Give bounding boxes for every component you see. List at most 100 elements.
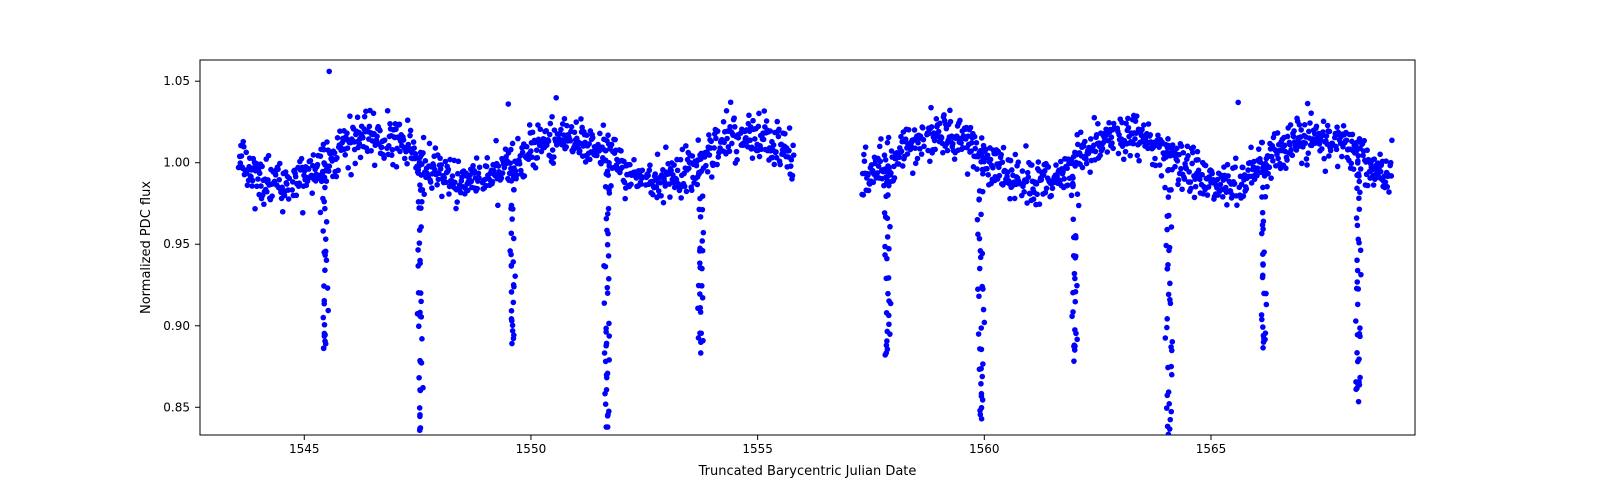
data-point — [1168, 301, 1174, 307]
data-point — [372, 162, 378, 168]
data-point — [597, 131, 603, 137]
data-point — [1134, 113, 1140, 119]
data-point — [446, 167, 452, 173]
data-point — [1306, 129, 1312, 135]
data-point — [981, 143, 987, 149]
data-point — [1304, 156, 1310, 162]
data-point — [782, 131, 788, 137]
data-point — [321, 160, 327, 166]
data-point — [721, 119, 727, 125]
data-point — [321, 298, 327, 304]
data-point — [921, 144, 927, 150]
data-point — [563, 144, 569, 150]
data-point — [1013, 152, 1019, 158]
data-point — [1259, 140, 1265, 146]
data-point — [883, 276, 889, 282]
data-point — [1354, 279, 1360, 285]
data-point — [883, 214, 889, 220]
data-point — [289, 187, 295, 193]
data-point — [941, 112, 947, 118]
data-point — [1389, 173, 1395, 179]
data-point — [322, 332, 328, 338]
data-point — [979, 374, 985, 380]
data-point — [577, 148, 583, 154]
data-point — [604, 216, 610, 222]
data-point — [701, 230, 707, 236]
data-point — [883, 157, 889, 163]
data-point — [300, 210, 306, 216]
data-point — [1262, 337, 1268, 343]
data-point — [484, 164, 490, 170]
data-point — [280, 209, 286, 215]
data-point — [604, 372, 610, 378]
data-point — [1166, 432, 1172, 438]
data-point — [407, 133, 413, 139]
data-point — [368, 148, 374, 154]
data-point — [1262, 172, 1268, 178]
data-point — [622, 196, 628, 202]
data-point — [324, 139, 330, 145]
data-point — [863, 144, 869, 150]
data-point — [979, 391, 985, 397]
data-point — [1263, 330, 1269, 336]
data-point — [1305, 150, 1311, 156]
data-point — [985, 172, 991, 178]
data-point — [1192, 195, 1198, 201]
data-point — [732, 124, 738, 130]
data-point — [509, 341, 515, 347]
data-point — [1191, 145, 1197, 151]
data-point — [404, 161, 410, 167]
data-point — [1037, 201, 1043, 207]
data-point — [1298, 127, 1304, 133]
data-point — [981, 307, 987, 313]
data-point — [1116, 151, 1122, 157]
data-point — [240, 139, 246, 145]
data-point — [756, 124, 762, 130]
data-point — [1209, 171, 1215, 177]
data-point — [982, 320, 988, 326]
data-point — [1344, 137, 1350, 143]
data-point — [1299, 161, 1305, 167]
data-point — [975, 217, 981, 223]
data-point — [546, 138, 552, 144]
data-point — [937, 121, 943, 127]
data-point — [862, 158, 868, 164]
data-point — [362, 114, 368, 120]
data-point — [1321, 156, 1327, 162]
data-point — [912, 145, 918, 151]
data-point — [495, 203, 501, 209]
data-point — [1136, 158, 1142, 164]
data-point — [1248, 145, 1254, 151]
data-point — [417, 227, 423, 233]
data-point — [1302, 140, 1308, 146]
data-point — [511, 300, 517, 306]
data-point — [729, 141, 735, 147]
data-point — [612, 137, 618, 143]
data-point — [1029, 162, 1035, 168]
data-point — [569, 124, 575, 130]
data-point — [776, 134, 782, 140]
data-point — [1234, 202, 1240, 208]
data-point — [415, 311, 421, 317]
data-point — [417, 426, 423, 432]
data-point — [1000, 159, 1006, 165]
data-point — [638, 181, 644, 187]
y-axis-label: Normalized PDC flux — [139, 181, 154, 314]
data-point — [1104, 149, 1110, 155]
data-point — [1384, 184, 1390, 190]
data-point — [1327, 129, 1333, 135]
data-point — [474, 155, 480, 161]
data-point — [706, 132, 712, 138]
data-point — [558, 127, 564, 133]
data-point — [454, 199, 460, 205]
data-point — [910, 170, 916, 176]
data-point — [886, 321, 892, 327]
data-point — [947, 108, 953, 114]
data-point — [1284, 157, 1290, 163]
data-point — [311, 152, 317, 158]
data-point — [878, 159, 884, 165]
data-point — [456, 159, 462, 165]
data-point — [698, 350, 704, 356]
data-point — [402, 156, 408, 162]
data-point — [1048, 193, 1054, 199]
